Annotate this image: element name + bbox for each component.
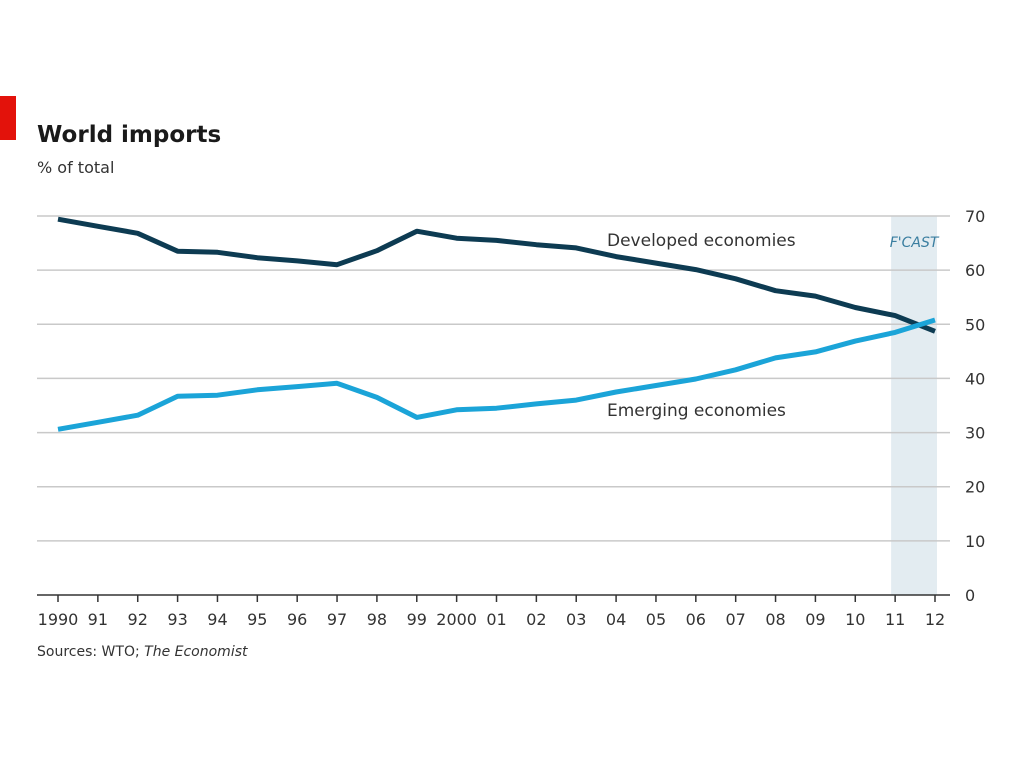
source-note: Sources: WTO; The Economist [37,644,248,660]
y-tick-label: 40 [965,369,985,388]
x-tick-label: 98 [367,610,387,629]
x-axis: 1990 91 92 93 94 95 96 97 98 99 2000 01 02 03 04 05 06 07… [37,594,950,629]
series-label-emerging: Emerging economies [607,401,786,421]
x-tick-label: 94 [207,610,227,629]
series-label-developed: Developed economies [607,231,796,251]
series-line-emerging [57,317,936,432]
x-tick-label: 06 [686,610,706,629]
y-tick-label: 30 [965,424,985,443]
x-tick-label: 95 [247,610,267,629]
x-tick-label: 05 [646,610,666,629]
series-line-developed [57,216,936,334]
x-tick-label: 09 [805,610,825,629]
y-tick-label: 50 [965,315,985,334]
x-tick-label: 08 [765,610,785,629]
forecast-band [891,216,937,595]
x-tick-label: 97 [327,610,347,629]
series-lines [57,216,936,432]
x-tick-label: 10 [845,610,865,629]
source-prefix: Sources: WTO; [37,644,144,660]
y-axis-ticks: 0 10 20 30 40 50 60 70 [965,207,985,605]
y-tick-label: 0 [965,586,975,605]
x-tick-label: 92 [128,610,148,629]
x-tick-label: 93 [167,610,187,629]
gridlines [37,215,950,542]
x-tick-label: 91 [88,610,108,629]
y-tick-label: 10 [965,532,985,551]
x-tick-label: 12 [925,610,945,629]
x-tick-label: 2000 [436,610,477,629]
y-tick-label: 20 [965,478,985,497]
forecast-label: F'CAST [890,235,940,251]
x-tick-label: 03 [566,610,586,629]
y-tick-label: 70 [965,207,985,226]
x-tick-label: 11 [885,610,905,629]
accent-bar [0,96,16,140]
x-tick-label: 01 [486,610,506,629]
x-tick-label: 96 [287,610,307,629]
x-tick-label: 04 [606,610,626,629]
x-tick-label: 07 [726,610,746,629]
x-tick-label: 99 [407,610,427,629]
y-tick-label: 60 [965,261,985,280]
x-tick-label: 1990 [38,610,79,629]
chart-subtitle: % of total [37,158,114,177]
x-tick-label: 02 [526,610,546,629]
chart-title: World imports [37,122,221,148]
source-italic: The Economist [144,644,248,660]
